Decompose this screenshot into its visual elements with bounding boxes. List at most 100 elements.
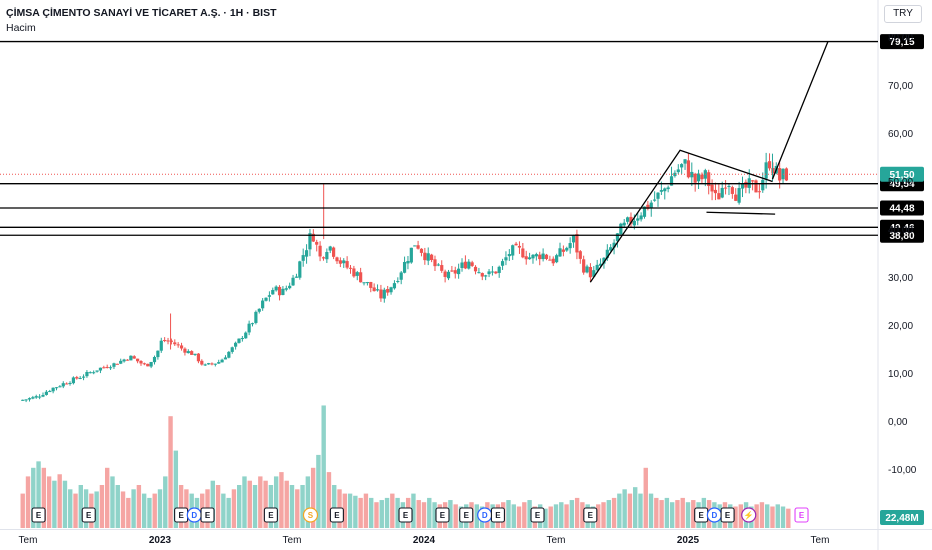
- candle-body: [402, 261, 407, 273]
- candle-body: [460, 262, 464, 268]
- event-markers: E E E D E E S E E E E D E E E E D E ⚡ E: [31, 507, 809, 523]
- candle-body: [680, 164, 684, 168]
- candle-body: [27, 398, 32, 400]
- volume-bar: [627, 493, 633, 528]
- volume-bar: [738, 504, 743, 528]
- candle-body: [142, 363, 146, 365]
- candle-body: [619, 223, 623, 235]
- candle-body: [659, 190, 663, 192]
- trendline: [706, 211, 776, 215]
- candle-body: [605, 249, 609, 259]
- event-marker-glyph: E: [495, 511, 501, 520]
- candle-body: [196, 353, 201, 362]
- volume-bar: [564, 504, 569, 528]
- candle-body: [61, 383, 65, 387]
- candle-body: [487, 271, 491, 275]
- volume-bar: [321, 405, 326, 528]
- candle-body: [156, 350, 160, 358]
- volume-bar: [559, 502, 564, 528]
- lightning-event-icon: [741, 507, 757, 523]
- candle-body: [494, 271, 498, 274]
- candle-body: [321, 257, 326, 259]
- volume-bar: [295, 489, 300, 528]
- candle-body: [730, 187, 734, 194]
- event-marker-glyph: E: [86, 511, 92, 520]
- volume-bar: [347, 493, 353, 528]
- candle-body: [524, 256, 528, 260]
- volume-bar: [226, 497, 231, 528]
- x-tick-label: 2024: [413, 535, 436, 546]
- candle-body: [379, 289, 383, 299]
- candle-body: [85, 372, 89, 377]
- volume-bar: [147, 497, 152, 528]
- volume-bar: [326, 472, 332, 528]
- candle-body: [433, 259, 437, 267]
- candle-body: [426, 253, 430, 261]
- candle-body: [693, 173, 697, 183]
- candle-body: [108, 367, 113, 369]
- candle-body: [389, 287, 393, 293]
- earnings-event-icon: [31, 507, 46, 523]
- volume-bar: [215, 485, 221, 528]
- volume-bar: [675, 500, 680, 528]
- candle-body: [673, 172, 677, 177]
- volume-bar: [52, 480, 57, 528]
- candle-body: [710, 184, 714, 192]
- candle-body: [565, 247, 569, 251]
- candle-body: [686, 160, 691, 178]
- level-price-tag: [880, 227, 924, 243]
- candle-body: [430, 254, 434, 261]
- event-marker-glyph: D: [191, 511, 197, 520]
- candle-body: [261, 300, 265, 309]
- level-price-label: 44,48: [889, 203, 914, 214]
- volume-bar: [310, 467, 316, 528]
- volume-bar: [759, 502, 765, 528]
- candle-body: [217, 362, 221, 364]
- volume-bar: [580, 502, 585, 528]
- candle-body: [264, 297, 268, 301]
- volume-bar: [733, 506, 738, 528]
- volume-bar: [31, 467, 36, 528]
- candle-body: [41, 394, 45, 397]
- candle-body: [220, 359, 224, 363]
- candle-body: [281, 288, 285, 295]
- candle-body: [237, 338, 241, 343]
- candle-body: [98, 367, 103, 371]
- candle-body: [446, 271, 451, 279]
- earnings-event-icon: [329, 507, 344, 523]
- candle-body: [561, 249, 565, 252]
- volume-bar: [353, 495, 358, 528]
- candle-body: [75, 377, 79, 379]
- candle-body: [592, 270, 596, 277]
- candle-body: [139, 361, 143, 364]
- candle-body: [625, 217, 630, 222]
- candle-body: [129, 355, 133, 361]
- candle-body: [152, 356, 157, 363]
- event-marker-glyph: E: [178, 511, 184, 520]
- earnings-event-icon: [720, 507, 735, 523]
- candle-body: [653, 199, 657, 201]
- candle-body: [132, 356, 136, 359]
- candle-body: [179, 345, 184, 349]
- volume-indicator-label[interactable]: Hacim: [6, 22, 36, 34]
- volume-bar: [73, 493, 78, 528]
- candle-body: [254, 311, 258, 323]
- volume-bar: [622, 489, 627, 528]
- candle-body: [521, 248, 525, 258]
- currency-button[interactable]: TRY: [884, 5, 922, 23]
- y-tick-label: 60,00: [888, 129, 913, 140]
- volume-bar: [268, 485, 274, 528]
- volume-bar: [611, 497, 617, 528]
- candle-body: [355, 272, 359, 276]
- candle-body: [453, 270, 457, 274]
- candle-body: [778, 168, 782, 181]
- candle-body: [457, 268, 461, 275]
- candle-body: [223, 357, 228, 360]
- candle-body: [744, 181, 748, 188]
- candle-body: [504, 257, 508, 261]
- candle-body: [298, 261, 302, 278]
- event-marker-glyph: ⚡: [744, 510, 754, 520]
- candle-body: [764, 162, 768, 179]
- candle-body: [88, 372, 92, 374]
